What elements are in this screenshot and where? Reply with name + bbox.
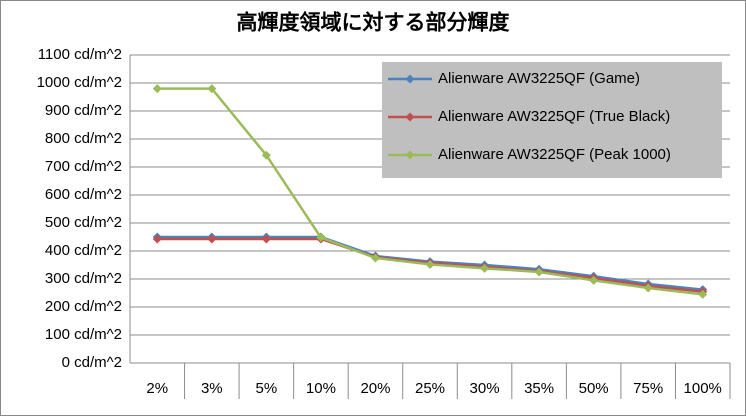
y-tick-label: 0 cd/m^2 <box>62 354 122 371</box>
data-point <box>643 283 653 293</box>
legend-box <box>382 62 722 178</box>
x-tick-label: 5% <box>256 380 278 397</box>
data-point <box>534 267 544 277</box>
y-tick-label: 1100 cd/m^2 <box>38 46 122 63</box>
y-tick-label: 800 cd/m^2 <box>45 130 122 147</box>
data-point <box>207 84 217 94</box>
y-tick-label: 900 cd/m^2 <box>45 102 122 119</box>
x-tick-label: 50% <box>579 380 609 397</box>
data-point <box>261 234 271 244</box>
y-tick-label: 1000 cd/m^2 <box>37 74 122 91</box>
x-tick-label: 100% <box>684 380 722 397</box>
x-tick-label: 30% <box>470 380 500 397</box>
legend-label: Alienware AW3225QF (Peak 1000) <box>438 146 671 163</box>
legend-marker <box>405 150 415 160</box>
legend-marker <box>405 74 415 84</box>
data-point <box>698 289 708 299</box>
x-tick-label: 2% <box>146 380 168 397</box>
x-tick-label: 20% <box>360 380 390 397</box>
legend-label: Alienware AW3225QF (True Black) <box>438 108 670 125</box>
x-tick-label: 75% <box>633 380 663 397</box>
y-tick-label: 700 cd/m^2 <box>45 158 122 175</box>
data-point <box>261 150 271 160</box>
y-tick-label: 100 cd/m^2 <box>45 326 122 343</box>
y-tick-label: 400 cd/m^2 <box>45 242 122 259</box>
data-point <box>425 259 435 269</box>
x-tick-label: 10% <box>306 380 336 397</box>
legend-label: Alienware AW3225QF (Game) <box>438 70 640 87</box>
y-tick-label: 500 cd/m^2 <box>45 214 122 231</box>
data-point <box>316 233 326 243</box>
y-tick-label: 600 cd/m^2 <box>45 186 122 203</box>
chart-title: 高輝度領域に対する部分輝度 <box>237 11 510 35</box>
y-tick-label: 300 cd/m^2 <box>45 270 122 287</box>
data-point <box>480 263 490 273</box>
x-tick-label: 3% <box>201 380 223 397</box>
data-point <box>152 84 162 94</box>
y-tick-label: 200 cd/m^2 <box>45 298 122 315</box>
legend-marker <box>405 112 415 122</box>
data-point <box>370 253 380 263</box>
x-tick-label: 35% <box>524 380 554 397</box>
data-point <box>207 234 217 244</box>
x-tick-label: 25% <box>415 380 445 397</box>
data-point <box>589 275 599 285</box>
data-point <box>152 234 162 244</box>
